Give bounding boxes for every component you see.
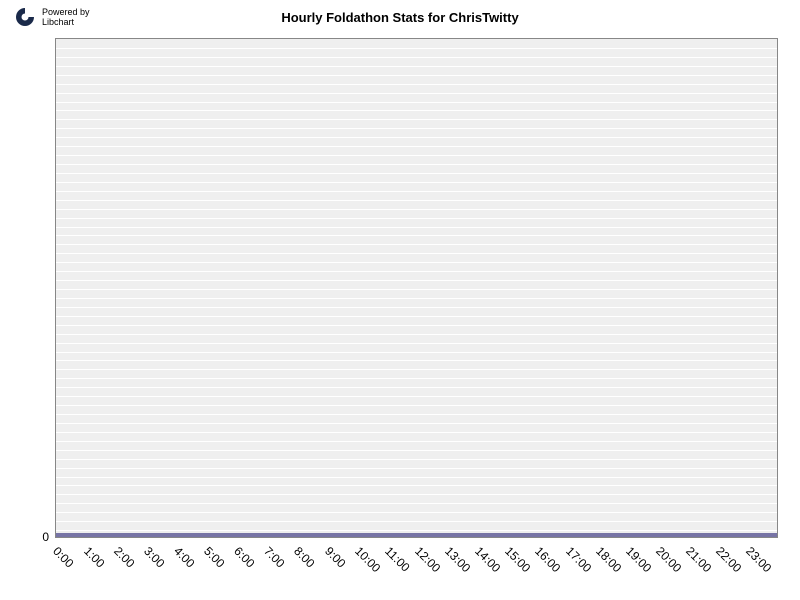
gridline xyxy=(56,155,777,156)
gridline xyxy=(56,530,777,531)
x-tick-label: 21:00 xyxy=(683,544,714,575)
gridline xyxy=(56,289,777,290)
x-tick-label: 13:00 xyxy=(442,544,473,575)
gridline xyxy=(56,262,777,263)
x-tick-label: 4:00 xyxy=(171,544,197,570)
x-tick-label: 14:00 xyxy=(472,544,503,575)
gridline xyxy=(56,146,777,147)
gridline xyxy=(56,57,777,58)
gridline xyxy=(56,209,777,210)
x-tick-label: 17:00 xyxy=(563,544,594,575)
gridline xyxy=(56,218,777,219)
gridline xyxy=(56,441,777,442)
gridline xyxy=(56,75,777,76)
x-tick-label: 5:00 xyxy=(201,544,227,570)
gridline xyxy=(56,512,777,513)
gridline xyxy=(56,173,777,174)
gridline xyxy=(56,494,777,495)
x-tick-label: 2:00 xyxy=(111,544,137,570)
gridline xyxy=(56,503,777,504)
gridline xyxy=(56,227,777,228)
gridline xyxy=(56,191,777,192)
gridline xyxy=(56,128,777,129)
gridline xyxy=(56,423,777,424)
x-tick-label: 3:00 xyxy=(141,544,167,570)
gridlines xyxy=(56,39,777,537)
x-tick-label: 11:00 xyxy=(382,544,413,575)
gridline xyxy=(56,334,777,335)
gridline xyxy=(56,280,777,281)
gridline xyxy=(56,387,777,388)
x-tick-label: 10:00 xyxy=(352,544,383,575)
gridline xyxy=(56,343,777,344)
gridline xyxy=(56,459,777,460)
x-tick-label: 22:00 xyxy=(713,544,744,575)
gridline xyxy=(56,405,777,406)
gridline xyxy=(56,369,777,370)
gridline xyxy=(56,316,777,317)
gridline xyxy=(56,48,777,49)
chart-title: Hourly Foldathon Stats for ChrisTwitty xyxy=(0,10,800,25)
x-tick-label: 12:00 xyxy=(412,544,443,575)
gridline xyxy=(56,253,777,254)
gridline xyxy=(56,93,777,94)
x-tick-label: 0:00 xyxy=(51,544,77,570)
x-tick-label: 6:00 xyxy=(231,544,257,570)
y-tick-label: 0 xyxy=(35,530,49,544)
x-tick-label: 23:00 xyxy=(743,544,774,575)
gridline xyxy=(56,477,777,478)
gridline xyxy=(56,244,777,245)
gridline xyxy=(56,200,777,201)
gridline xyxy=(56,432,777,433)
gridline xyxy=(56,352,777,353)
gridline xyxy=(56,235,777,236)
gridline xyxy=(56,102,777,103)
gridline xyxy=(56,450,777,451)
gridline xyxy=(56,521,777,522)
x-tick-label: 8:00 xyxy=(292,544,318,570)
gridline xyxy=(56,396,777,397)
gridline xyxy=(56,66,777,67)
x-tick-label: 20:00 xyxy=(653,544,684,575)
x-tick-label: 1:00 xyxy=(81,544,107,570)
gridline xyxy=(56,110,777,111)
x-tick-label: 9:00 xyxy=(322,544,348,570)
gridline xyxy=(56,325,777,326)
gridline xyxy=(56,485,777,486)
gridline xyxy=(56,164,777,165)
baseline-bar xyxy=(56,533,777,537)
plot-area xyxy=(55,38,778,538)
gridline xyxy=(56,360,777,361)
gridline xyxy=(56,468,777,469)
gridline xyxy=(56,298,777,299)
gridline xyxy=(56,271,777,272)
gridline xyxy=(56,182,777,183)
gridline xyxy=(56,414,777,415)
x-tick-label: 7:00 xyxy=(261,544,287,570)
x-tick-label: 19:00 xyxy=(623,544,654,575)
x-tick-label: 16:00 xyxy=(533,544,564,575)
x-tick-label: 18:00 xyxy=(593,544,624,575)
chart-container: Powered by Libchart Hourly Foldathon Sta… xyxy=(0,0,800,600)
gridline xyxy=(56,137,777,138)
gridline xyxy=(56,84,777,85)
gridline xyxy=(56,378,777,379)
gridline xyxy=(56,119,777,120)
x-tick-label: 15:00 xyxy=(502,544,533,575)
gridline xyxy=(56,307,777,308)
